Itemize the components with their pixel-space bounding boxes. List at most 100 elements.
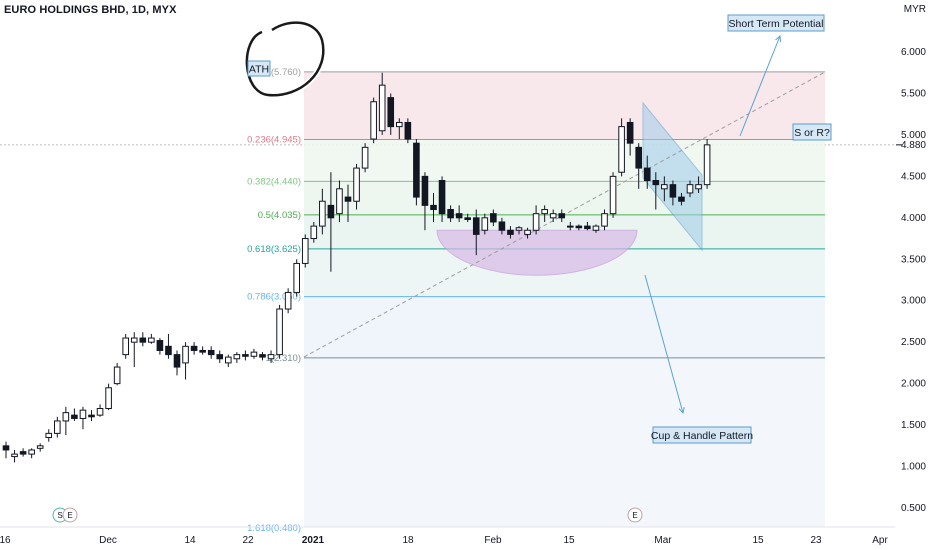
candle-body xyxy=(507,229,514,235)
candle xyxy=(438,176,446,222)
candle-body xyxy=(344,196,352,202)
y-tick-label: 2.000 xyxy=(901,379,926,390)
candle xyxy=(490,209,497,227)
x-tick-label: 14 xyxy=(184,535,196,546)
candle-body xyxy=(455,213,463,219)
candle-body xyxy=(421,175,429,206)
arrow-down-head xyxy=(678,407,685,415)
candle-body xyxy=(490,213,497,223)
candle-body xyxy=(524,229,531,235)
candle-body xyxy=(387,97,395,128)
candle-body xyxy=(122,337,130,356)
candle xyxy=(575,224,583,231)
candle xyxy=(370,97,377,144)
candle xyxy=(173,350,181,376)
candle xyxy=(507,226,514,239)
candle-body xyxy=(276,308,283,356)
candle xyxy=(336,180,343,222)
candle xyxy=(703,139,711,189)
candle xyxy=(45,429,53,442)
x-tick-label: 16 xyxy=(0,535,11,546)
event-marker-icon[interactable] xyxy=(62,507,78,523)
fib-label: 0.786(3.050) xyxy=(247,292,301,303)
candle xyxy=(182,342,189,380)
candle-body xyxy=(549,213,557,219)
candle xyxy=(250,348,258,359)
candle xyxy=(421,172,429,231)
candle xyxy=(549,209,557,222)
candle xyxy=(413,139,420,206)
candle-body xyxy=(11,453,18,458)
candle-body xyxy=(45,432,53,439)
candle-body xyxy=(207,349,215,356)
candle xyxy=(387,93,395,135)
candle xyxy=(430,192,437,222)
candle-body xyxy=(284,291,292,310)
candle xyxy=(36,443,44,452)
candle-body xyxy=(259,354,266,358)
s-or-r-label: S or R? xyxy=(794,127,830,139)
arrow-down xyxy=(644,274,684,414)
candle-body xyxy=(319,200,326,227)
candle xyxy=(618,118,625,177)
candle xyxy=(276,304,283,359)
candle xyxy=(139,332,147,347)
fib-label: 0(5.760) xyxy=(266,67,301,78)
candle xyxy=(28,448,35,459)
candle xyxy=(464,213,471,222)
candle xyxy=(19,448,27,457)
candle xyxy=(584,221,591,231)
candle xyxy=(344,184,352,222)
candle-body xyxy=(62,412,70,422)
candle xyxy=(301,234,309,268)
candle xyxy=(669,180,677,206)
candle xyxy=(695,176,702,193)
candle-body xyxy=(233,354,241,360)
chart-title: EURO HOLDINGS BHD, 1D, MYX xyxy=(4,4,177,16)
event-marker-label: E xyxy=(632,511,637,520)
candle-body xyxy=(96,408,104,416)
candle xyxy=(165,333,172,359)
candle-body xyxy=(618,126,625,173)
candle-body xyxy=(250,351,258,357)
candle xyxy=(225,354,232,368)
candle-body xyxy=(370,101,377,140)
candle-body xyxy=(327,204,335,219)
candle-body xyxy=(464,217,471,220)
candle xyxy=(524,227,531,239)
candle xyxy=(567,221,574,231)
fib-label: 0.618(3.625) xyxy=(247,244,301,255)
ath-label-box xyxy=(247,60,271,77)
candle xyxy=(216,350,224,363)
cup-shape xyxy=(436,229,638,276)
arrow-up-head xyxy=(775,34,782,43)
x-tick-label: 18 xyxy=(402,535,414,546)
candle-body xyxy=(242,354,249,357)
candle-body xyxy=(686,184,694,194)
candle-body xyxy=(2,445,10,451)
candle-body xyxy=(199,349,206,353)
candle xyxy=(353,163,360,210)
fib-label: 0.5(4.035) xyxy=(258,210,301,221)
candle-body xyxy=(532,213,540,231)
x-tick-label: 2021 xyxy=(302,535,325,546)
candle-body xyxy=(310,225,318,240)
y-tick-label: 4.500 xyxy=(901,171,926,182)
x-tick-label: Dec xyxy=(99,535,117,546)
candle xyxy=(686,180,694,198)
candle-body xyxy=(609,175,617,215)
candle xyxy=(190,342,198,355)
event-marker-icon[interactable] xyxy=(627,507,643,523)
candle-body xyxy=(447,209,454,219)
candle xyxy=(293,259,300,297)
candle-body xyxy=(558,213,566,219)
candle-body xyxy=(541,209,548,215)
fib-zone xyxy=(304,296,825,358)
y-tick-label: 1.000 xyxy=(901,462,926,473)
candle-body xyxy=(592,225,600,231)
candle-body xyxy=(165,345,172,356)
candle-body xyxy=(156,340,164,351)
candle xyxy=(199,346,206,355)
candle xyxy=(455,205,463,222)
